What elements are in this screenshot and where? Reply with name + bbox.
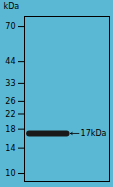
- svg-text:kDa: kDa: [4, 2, 20, 11]
- svg-text:10: 10: [5, 169, 15, 178]
- svg-text:14: 14: [5, 144, 15, 153]
- svg-text:33: 33: [5, 79, 15, 88]
- svg-text:70: 70: [5, 22, 15, 31]
- svg-text:26: 26: [5, 97, 15, 106]
- svg-text:22: 22: [5, 110, 15, 119]
- svg-text:44: 44: [5, 57, 15, 66]
- svg-text:18: 18: [5, 125, 15, 134]
- svg-text:17kDa: 17kDa: [81, 129, 107, 138]
